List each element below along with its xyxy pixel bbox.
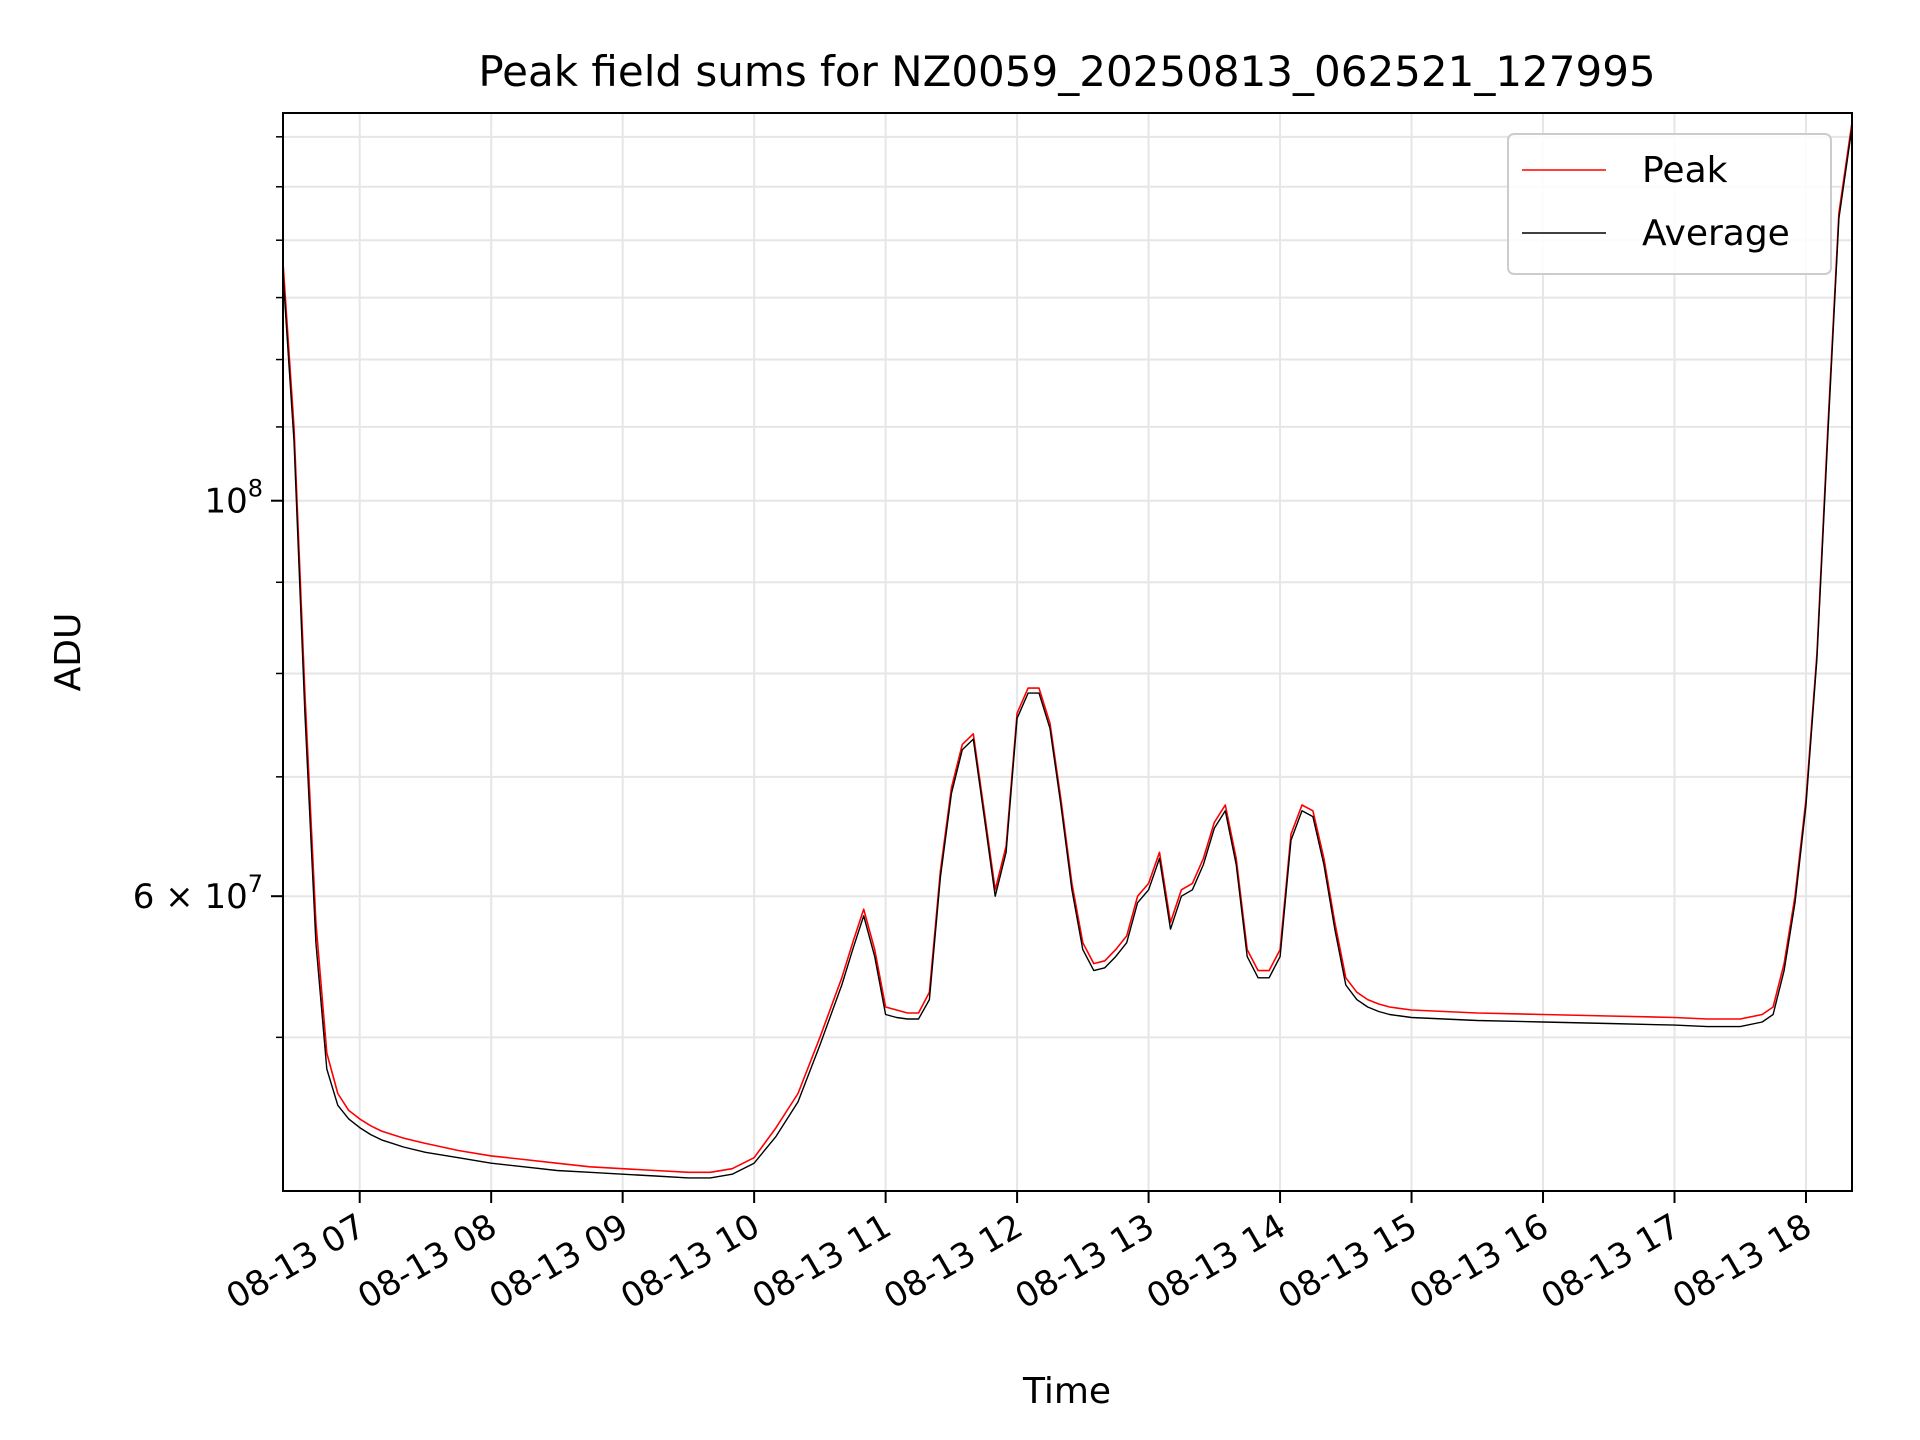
y-tick-label: 108 [204,475,263,522]
y-axis-ticks: 108 6 × 107 [133,136,283,1039]
x-axis-label: Time [1022,1371,1111,1412]
y-axis-label: ADU [48,613,89,692]
legend: Peak Average [1507,133,1832,275]
legend-label-average: Average [1642,213,1790,254]
y-tick-exponent: 7 [248,870,263,898]
y-tick-base: 10 [204,482,247,522]
series-line-peak [283,122,1852,1174]
y-tick-base: 6 × 10 [133,877,248,917]
series-line-average [283,127,1852,1179]
y-tick-exponent: 8 [248,475,263,503]
plot-area [283,122,1852,1179]
plot-frame [282,112,1853,1192]
series-layer [283,122,1852,1179]
legend-box [1507,133,1832,275]
chart-title: Peak field sums for NZ0059_20250813_0625… [478,47,1655,96]
legend-label-peak: Peak [1642,150,1728,191]
y-tick-label: 6 × 107 [133,870,263,917]
